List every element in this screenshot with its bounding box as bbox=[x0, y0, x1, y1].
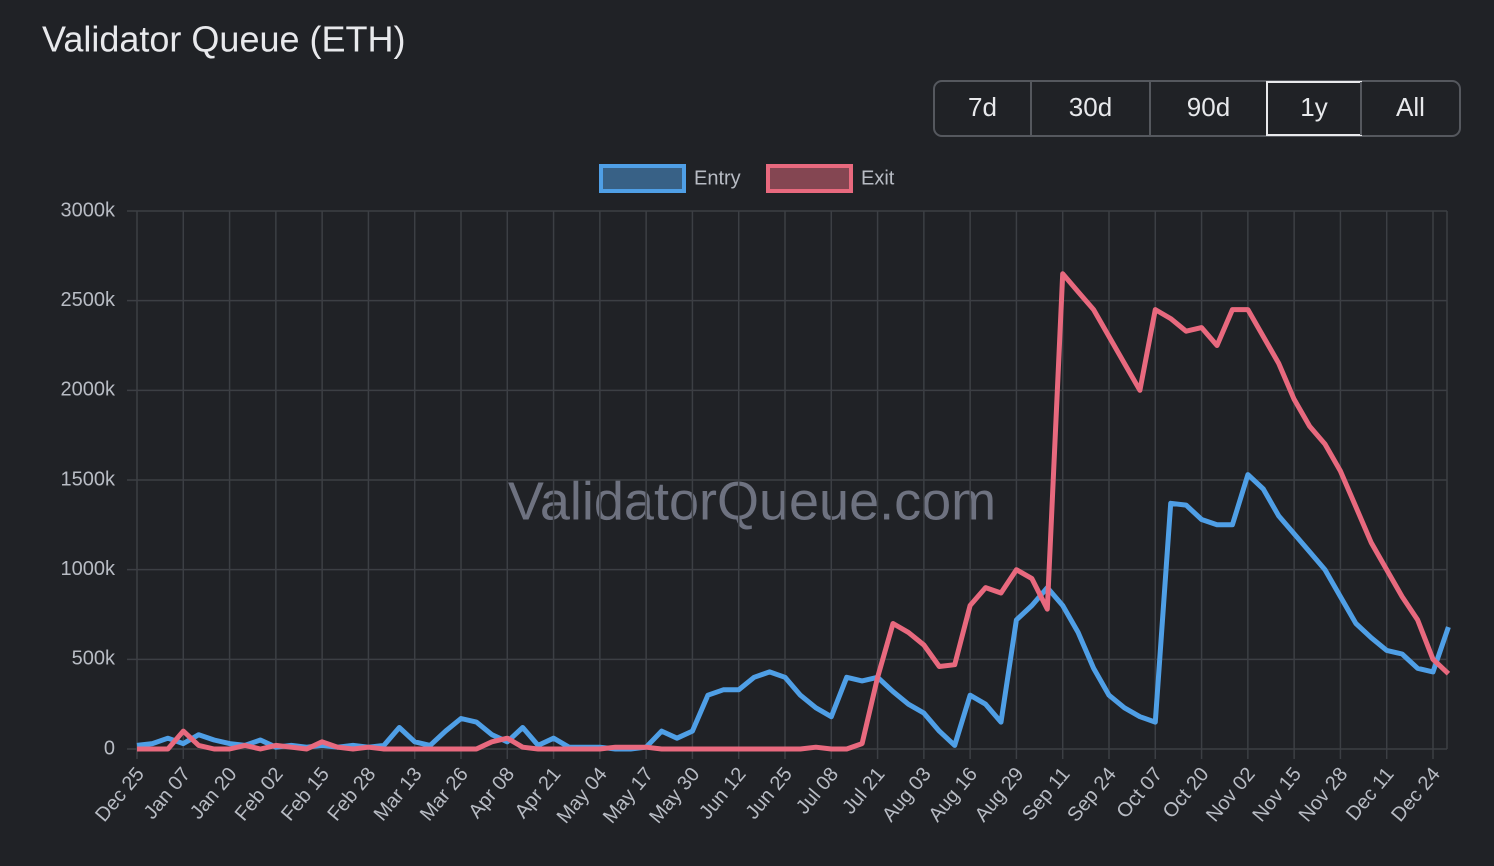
watermark: ValidatorQueue.com bbox=[508, 471, 996, 531]
x-tick-label: Sep 11 bbox=[1018, 763, 1075, 825]
legend-label: Exit bbox=[861, 167, 895, 189]
x-tick-label: Mar 13 bbox=[370, 763, 427, 825]
y-tick-label: 3000k bbox=[61, 199, 116, 221]
legend-swatch bbox=[599, 164, 686, 193]
x-tick-label: Dec 11 bbox=[1342, 763, 1399, 825]
x-tick-label: Jul 08 bbox=[792, 763, 843, 818]
x-tick-label: Dec 25 bbox=[91, 763, 149, 826]
x-tick-label: Mar 26 bbox=[416, 763, 473, 825]
x-tick-label: Jun 25 bbox=[741, 763, 796, 823]
x-tick-label: Apr 08 bbox=[464, 763, 519, 822]
series-line bbox=[137, 271, 1451, 752]
button-group bbox=[933, 80, 1461, 137]
x-tick-label: May 30 bbox=[645, 763, 704, 827]
legend-label: Entry bbox=[694, 167, 741, 189]
x-tick-label: Nov 28 bbox=[1295, 763, 1353, 826]
x-tick-label: Feb 15 bbox=[277, 763, 334, 825]
x-tick-label: Aug 16 bbox=[924, 763, 982, 826]
y-tick-label: 2000k bbox=[61, 379, 116, 401]
x-tick-label: Jan 07 bbox=[140, 763, 195, 823]
y-tick-label: 500k bbox=[72, 648, 116, 670]
range-button[interactable]: 90d bbox=[1187, 92, 1230, 122]
series-line bbox=[136, 472, 1451, 752]
x-tick-label: Nov 15 bbox=[1248, 763, 1306, 826]
legend-swatch bbox=[766, 164, 853, 193]
x-tick-label: Jan 20 bbox=[186, 763, 241, 823]
y-tick-label: 1500k bbox=[61, 468, 116, 490]
x-tick-label: Jun 12 bbox=[695, 763, 750, 823]
range-button[interactable]: 7d bbox=[968, 92, 997, 122]
range-button[interactable]: All bbox=[1396, 92, 1425, 122]
x-tick-label: Oct 07 bbox=[1112, 763, 1167, 822]
y-tick-label: 0 bbox=[104, 737, 115, 759]
x-tick-label: Aug 03 bbox=[878, 763, 936, 826]
y-tick-label: 1000k bbox=[61, 558, 116, 580]
x-tick-label: Feb 02 bbox=[231, 763, 288, 825]
x-tick-label: Feb 28 bbox=[323, 763, 380, 825]
x-tick-label: Sep 24 bbox=[1063, 763, 1121, 826]
page-title: Validator Queue (ETH) bbox=[42, 19, 405, 60]
x-tick-label: Dec 24 bbox=[1387, 763, 1445, 826]
x-tick-label: Nov 02 bbox=[1202, 763, 1260, 826]
range-button[interactable]: 1y bbox=[1300, 92, 1327, 122]
y-tick-label: 2500k bbox=[61, 289, 116, 311]
range-button[interactable]: 30d bbox=[1069, 92, 1112, 122]
x-tick-label: Aug 29 bbox=[971, 763, 1029, 826]
